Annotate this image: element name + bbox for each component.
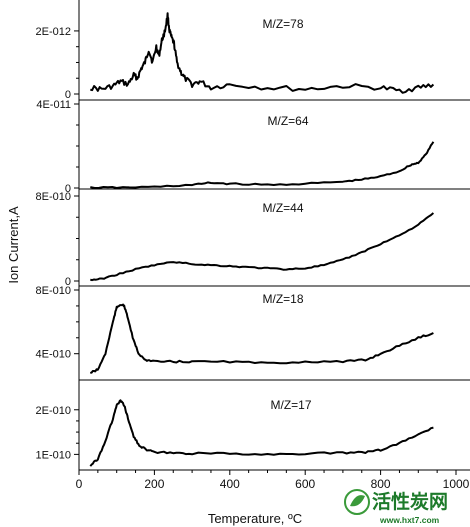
panel-label: M/Z=17 [270, 398, 311, 412]
y-tick-label: 8E-010 [36, 191, 71, 203]
series-line-mz44 [90, 212, 435, 282]
watermark-leaf-icon [350, 495, 365, 507]
y-tick-label: 1E-010 [36, 449, 71, 461]
panel-label: M/Z=44 [262, 201, 303, 215]
y-axis-title: Ion Current,A [6, 206, 21, 284]
x-tick-label: 800 [371, 477, 391, 491]
x-tick-label: 0 [76, 477, 83, 491]
watermark: 活性炭网 www.hxt7.com [344, 489, 448, 525]
y-tick-label: 2E-010 [36, 405, 71, 417]
panel-label: M/Z=64 [267, 114, 308, 128]
plot-frame [78, 0, 470, 471]
panel-label: M/Z=78 [262, 17, 303, 31]
x-tick-label: 600 [295, 477, 315, 491]
chart-labels: M/Z=78 M/Z=64 M/Z=44 M/Z=18 M/Z=17 [262, 17, 311, 412]
y-tick-label: 8E-010 [36, 285, 71, 297]
x-axis-title: Temperature, ºC [208, 511, 302, 526]
x-tick-label: 1000 [443, 477, 470, 491]
y-tick-label: 0 [65, 183, 71, 195]
y-tick-label: 0 [65, 89, 71, 101]
x-tick-label: 400 [220, 477, 240, 491]
watermark-url: www.hxt7.com [379, 515, 440, 525]
y-tick-label: 0 [65, 276, 71, 288]
series-line-mz18 [90, 303, 434, 374]
series-line-mz78 [90, 12, 435, 94]
series-line-mz17 [89, 399, 434, 467]
y-tick-label: 2E-012 [36, 26, 71, 38]
y-tick-label: 4E-011 [36, 99, 71, 111]
axis-ticks: 0 200 400 600 800 100002E-01204E-01108E-0104E… [36, 26, 470, 491]
panel-label: M/Z=18 [262, 292, 303, 306]
watermark-brand: 活性炭网 [372, 490, 448, 513]
series-line-mz64 [90, 141, 435, 189]
y-tick-label: 4E-010 [36, 349, 71, 361]
x-tick-label: 200 [144, 477, 164, 491]
series-lines [89, 12, 435, 467]
